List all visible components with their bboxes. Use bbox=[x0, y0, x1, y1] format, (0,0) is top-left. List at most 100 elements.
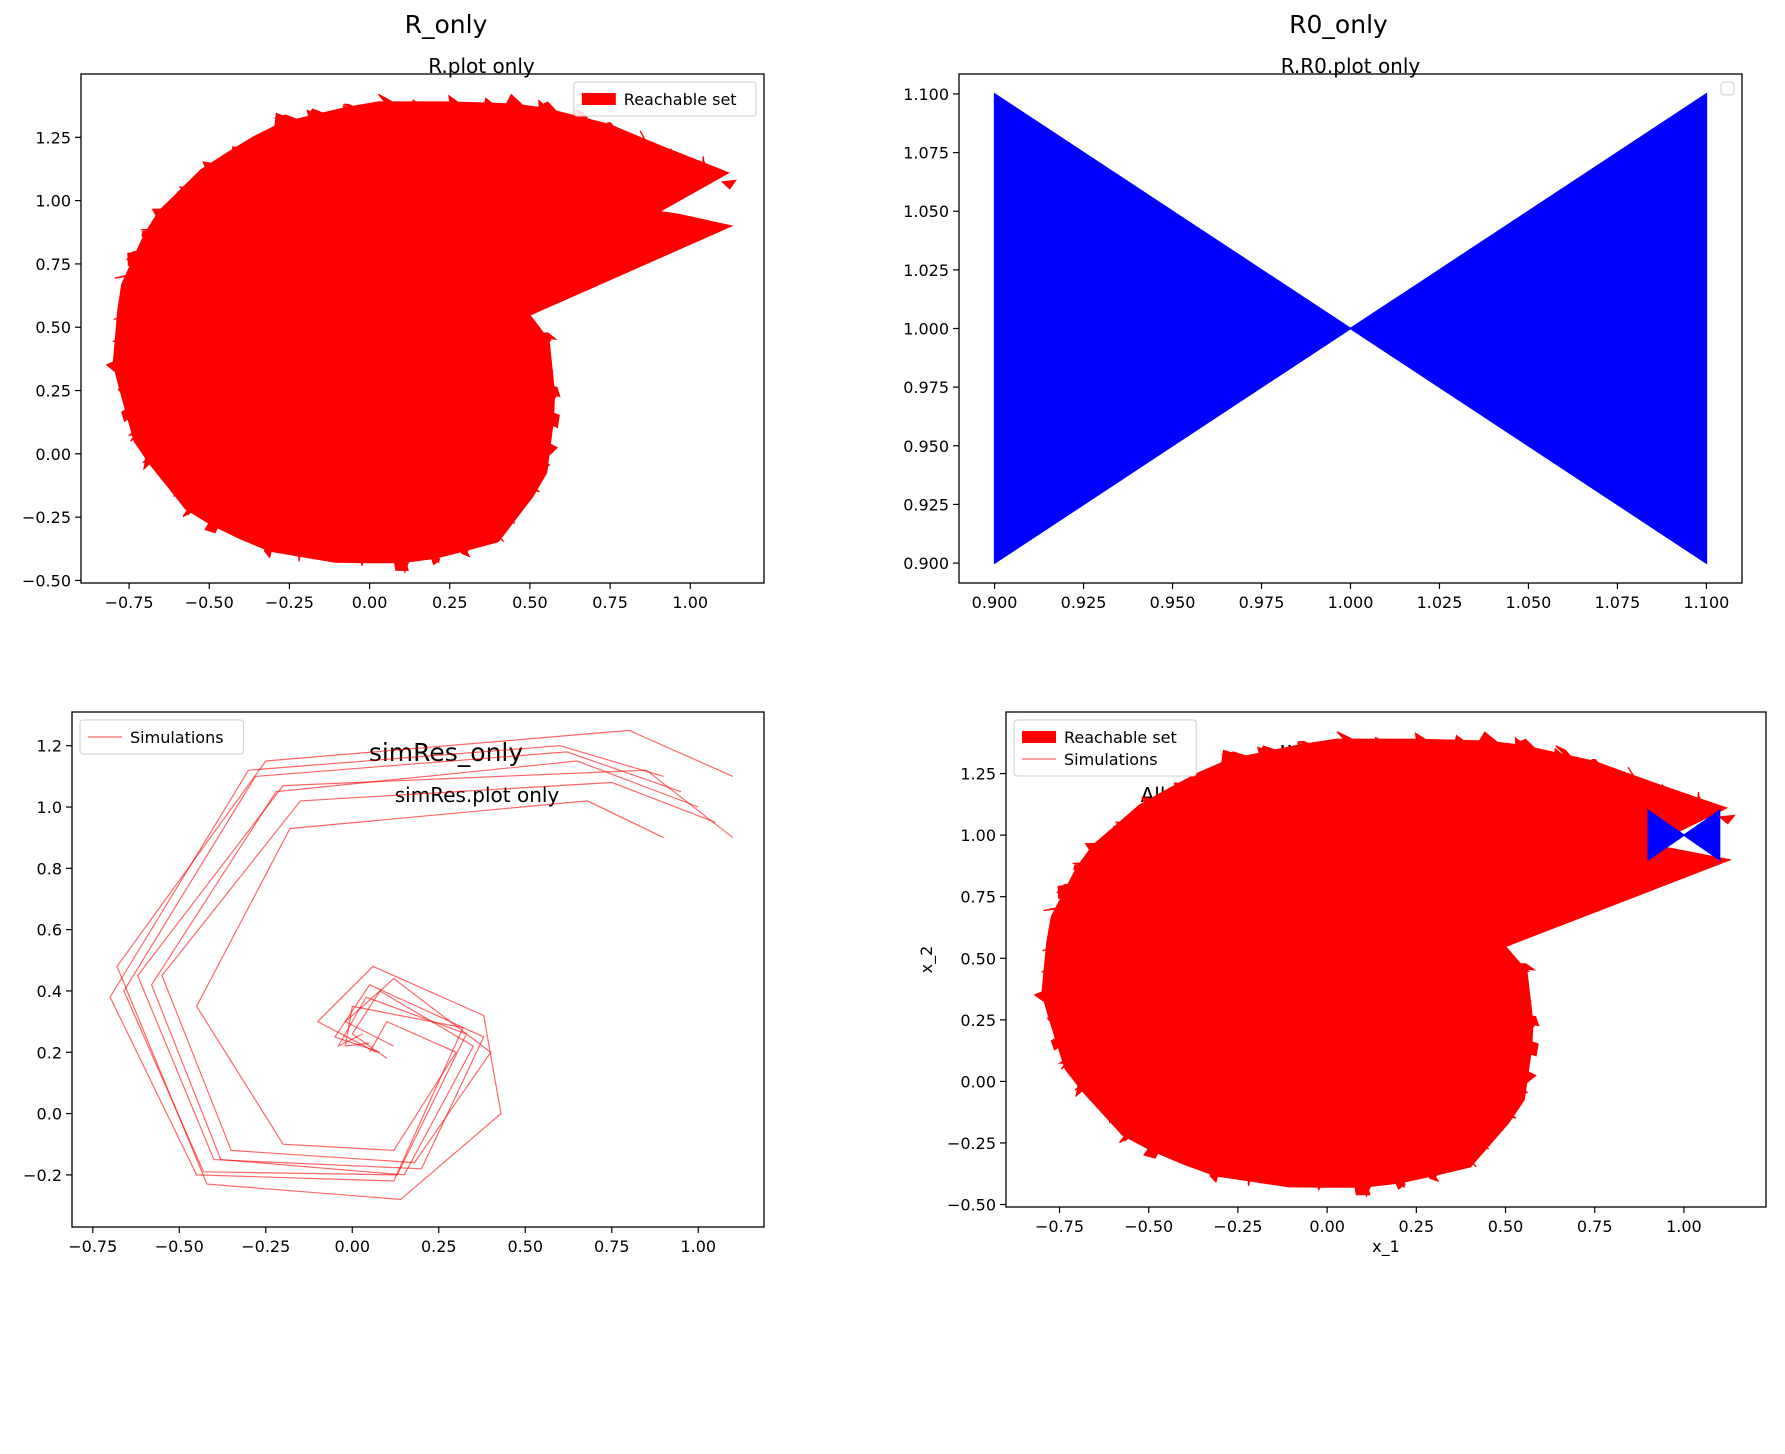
reachable-set-zonotope bbox=[464, 413, 551, 471]
reachable-set-zonotope bbox=[1281, 1090, 1297, 1181]
reachable-set-zonotope bbox=[202, 161, 305, 179]
reachable-set-zonotope bbox=[125, 240, 244, 261]
reachable-set-zonotope bbox=[1219, 1052, 1224, 1060]
y-tick-label: −0.25 bbox=[22, 508, 71, 527]
plot-area bbox=[105, 93, 737, 574]
simulation-trajectory bbox=[195, 800, 664, 1152]
legend-label: Simulations bbox=[130, 728, 224, 747]
y-tick-label: 0.50 bbox=[35, 318, 71, 337]
x-tick-label: −0.50 bbox=[155, 1237, 204, 1256]
y-tick-label: 1.00 bbox=[960, 826, 996, 845]
reachable-set-zonotope bbox=[1148, 1060, 1210, 1155]
axes-frame bbox=[80, 73, 765, 584]
reachable-set-zonotope bbox=[1183, 1070, 1229, 1167]
simulation-trajectory bbox=[1237, 822, 1667, 861]
y-tick-label: 1.00 bbox=[35, 192, 71, 211]
x-tick-label: 0.00 bbox=[334, 1237, 370, 1256]
y-tick-label: 1.100 bbox=[903, 85, 949, 104]
x-tick-label: −0.50 bbox=[1124, 1217, 1173, 1236]
reachable-set-zonotope bbox=[279, 294, 295, 327]
reachable-set-zonotope bbox=[1247, 1085, 1271, 1187]
reachable-set-zonotope bbox=[1374, 736, 1446, 771]
reachable-set-zonotope bbox=[1295, 908, 1349, 940]
reachable-set-zonotope bbox=[319, 284, 350, 311]
y-tick-label: 1.000 bbox=[903, 320, 949, 339]
legend-box bbox=[1013, 719, 1197, 777]
reachable-set-zonotope bbox=[1381, 1087, 1438, 1178]
reachable-set-zonotope bbox=[1271, 916, 1305, 943]
reachable-set-zonotope bbox=[398, 464, 440, 564]
y-tick-label: 0.00 bbox=[35, 445, 71, 464]
reachable-set-zonotope bbox=[1057, 1000, 1163, 1064]
y-tick-label: 0.00 bbox=[960, 1072, 996, 1091]
reachable-set-zonotope bbox=[407, 104, 476, 135]
x-tick-label: 1.00 bbox=[1666, 1217, 1702, 1236]
reachable-set-zonotope bbox=[1227, 925, 1244, 958]
y-tick-label: 0.25 bbox=[960, 1011, 996, 1030]
chart-r-only: −0.75 −0.50 −0.25 0.00 0.25 0.50 0.75 1.00 −0.50… bbox=[22, 73, 765, 612]
reachable-set-zonotope bbox=[1050, 981, 1161, 1051]
reachable-set-zonotope bbox=[447, 441, 519, 519]
reachable-set-zonotope bbox=[667, 147, 682, 172]
reachable-set-zonotope bbox=[1413, 1069, 1493, 1144]
reachable-set-zonotope bbox=[363, 289, 420, 307]
axes-frame bbox=[71, 711, 765, 1228]
y-tick-label: 0.6 bbox=[37, 921, 62, 940]
reachable-set-zonotope bbox=[1216, 973, 1229, 996]
panel-r-only: R_only R.plot only −0.75 −0.50 −0.25 0.00 0.… bbox=[0, 0, 892, 727]
reachable-set-zonotope bbox=[1164, 792, 1279, 803]
reachable-set-zonotope bbox=[296, 281, 314, 315]
x-tick-label: 1.050 bbox=[1506, 593, 1552, 612]
y-tick-label: 0.75 bbox=[960, 888, 996, 907]
reachable-set-zonotope bbox=[1258, 745, 1358, 779]
reachable-set-zonotope bbox=[1214, 1080, 1248, 1177]
reachable-set-zonotope bbox=[471, 108, 530, 136]
legend bbox=[1720, 81, 1735, 96]
reachable-set-zonotope bbox=[461, 347, 554, 373]
chart-r0-only: 0.900 0.925 0.950 0.975 1.000 1.025 1.050 1.075… bbox=[903, 73, 1743, 612]
y-tick-label: 1.25 bbox=[35, 128, 71, 147]
reachable-set-zonotope bbox=[119, 295, 222, 344]
legend: Reachable set bbox=[573, 81, 757, 117]
reachable-set-zonotope bbox=[639, 130, 658, 162]
x-tick-label: 0.25 bbox=[1399, 1217, 1435, 1236]
panel-r0-only: R0_only R.R0.plot only 0.900 0.925 0.950 0.… bbox=[892, 0, 1785, 727]
reachable-set-zonotope bbox=[1429, 978, 1532, 1002]
reachable-set-zonotope bbox=[273, 112, 372, 147]
y-tick-label: 0.950 bbox=[903, 437, 949, 456]
reachable-set-zonotope bbox=[445, 312, 535, 320]
y-tick-label: 0.75 bbox=[35, 255, 71, 274]
x-tick-label: 0.975 bbox=[1239, 593, 1285, 612]
x-tick-label: −0.75 bbox=[68, 1237, 117, 1256]
reachable-set-zonotope bbox=[1215, 1033, 1225, 1037]
reachable-set-zonotope bbox=[272, 423, 278, 432]
x-tick-label: 1.025 bbox=[1417, 593, 1463, 612]
reachable-set-zonotope bbox=[112, 295, 222, 343]
reachable-set-zonotope bbox=[1696, 792, 1702, 815]
initial-set bbox=[993, 92, 1708, 565]
reachable-set-zonotope bbox=[1043, 890, 1175, 912]
reachable-set-zonotope bbox=[1424, 1056, 1507, 1127]
reachable-set-zonotope bbox=[240, 442, 281, 542]
y-tick-label: −0.50 bbox=[22, 571, 71, 590]
reachable-set-zonotope bbox=[328, 463, 343, 556]
reachable-set-zonotope bbox=[458, 331, 558, 340]
reachable-set-zonotope bbox=[187, 420, 249, 516]
chart-all-together: −0.75 −0.50 −0.25 0.00 0.25 0.50 0.75 1.00 −0.50… bbox=[917, 711, 1767, 1257]
simulation-trajectory bbox=[1165, 829, 1649, 1021]
x-tick-label: 0.00 bbox=[1309, 1217, 1345, 1236]
reachable-set-zonotope bbox=[1659, 783, 1675, 807]
reachable-set-zonotope bbox=[1220, 749, 1329, 784]
reachable-set-zonotope bbox=[464, 379, 559, 427]
reachable-set-zonotope bbox=[464, 396, 559, 457]
reachable-set-zonotope bbox=[343, 103, 423, 138]
reachable-set-zonotope bbox=[1432, 1025, 1537, 1084]
reachable-set-zonotope bbox=[418, 460, 469, 553]
reachable-set-zonotope bbox=[701, 156, 707, 180]
reachable-set-zonotope bbox=[178, 186, 287, 193]
reachable-set-zonotope bbox=[308, 108, 398, 143]
reachable-set-zonotope bbox=[1320, 921, 1383, 939]
y-tick-label: 0.2 bbox=[37, 1043, 62, 1062]
reachable-set-zonotope bbox=[1414, 731, 1476, 771]
legend-label: Reachable set bbox=[1064, 728, 1177, 747]
